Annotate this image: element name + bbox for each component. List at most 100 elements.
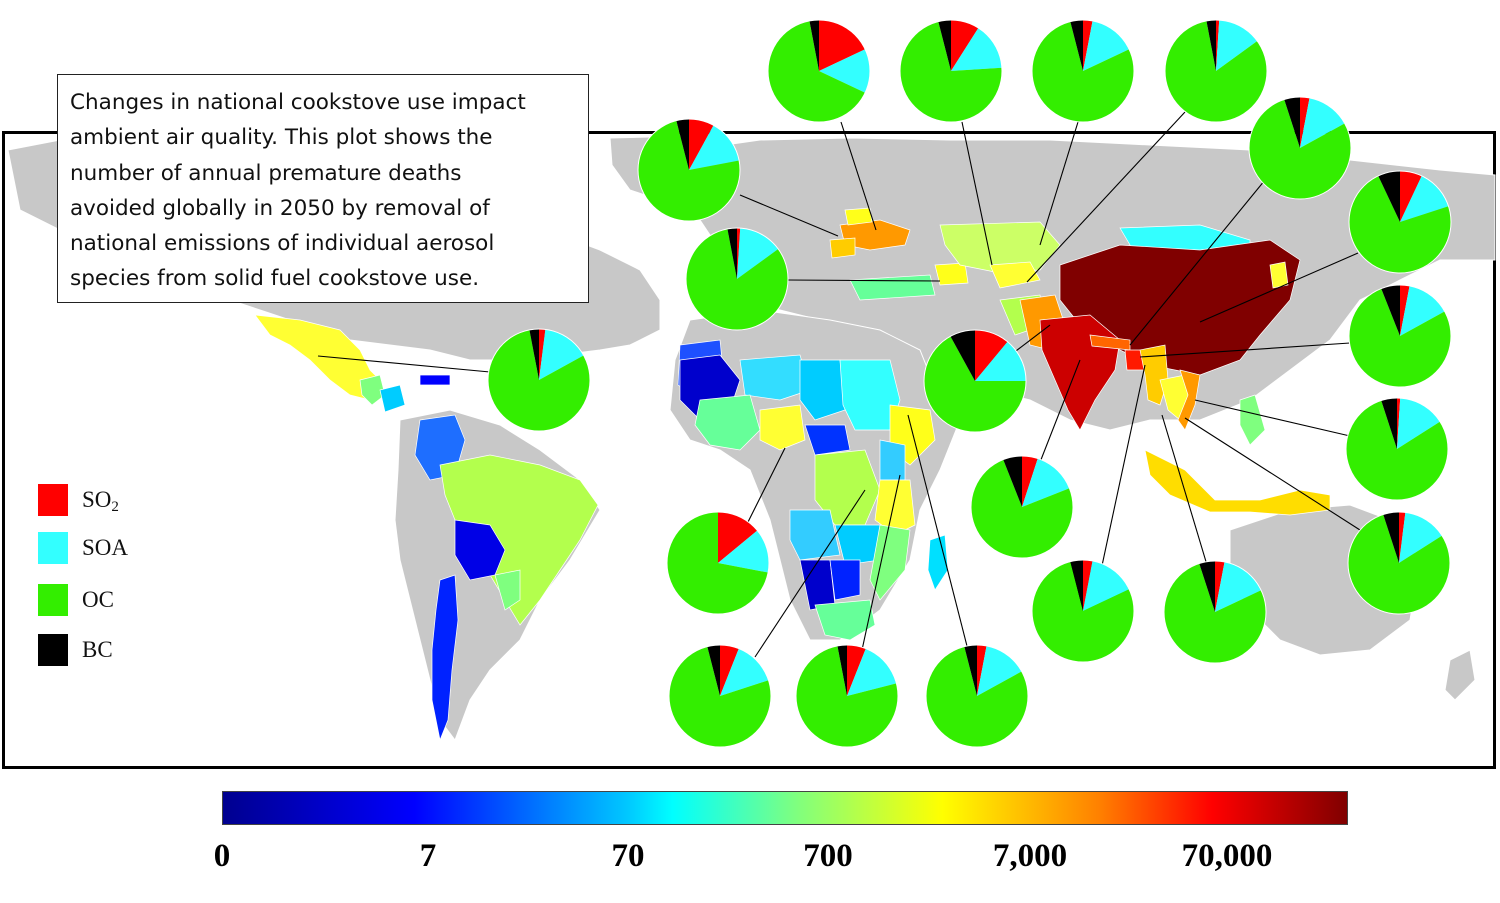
pie-outline	[1347, 511, 1451, 615]
pie-outline	[970, 455, 1074, 559]
pie-slice-oc	[1164, 563, 1266, 663]
caption-line: number of annual premature deaths	[70, 160, 462, 186]
pie-slice-so2	[1300, 97, 1310, 148]
pie-slice-so2	[819, 20, 866, 71]
pie-slice-oc	[1249, 99, 1352, 199]
country-car	[804, 424, 851, 456]
colorbar-tick-label: 70	[611, 838, 645, 874]
pie-charts	[487, 19, 1452, 748]
colorbar-tick-label: 7,000	[992, 838, 1068, 874]
pie-slice-bc	[1381, 398, 1397, 449]
pie-kazakhstan	[899, 19, 1003, 123]
pie-slice-bc	[727, 228, 737, 279]
legend-label-oc: OC	[82, 587, 114, 612]
pie-slice-oc	[686, 228, 788, 330]
legend-swatch-soa	[38, 532, 68, 564]
pie-outline	[923, 329, 1027, 433]
pie-slice-so2	[1397, 398, 1401, 449]
pie-outline	[925, 644, 1029, 748]
country-haiti	[419, 374, 451, 386]
pie-myanmar	[1031, 559, 1135, 663]
country-botswana	[829, 559, 861, 601]
country-caucasus	[934, 262, 969, 286]
country-guatemala	[359, 374, 386, 406]
pie-slice-bc	[809, 20, 819, 71]
pie-slice-so2	[977, 645, 987, 696]
pie-slice-soa	[847, 648, 897, 696]
legend-item-soa: SOA	[38, 532, 198, 566]
legend-item-oc: OC	[38, 584, 198, 618]
country-west-africa	[694, 394, 761, 451]
pie-ukraine	[637, 118, 741, 222]
pie-outline	[666, 511, 770, 615]
legend-label-bc: BC	[82, 637, 113, 662]
pie-slice-so2	[539, 329, 546, 380]
caption-line: avoided globally in 2050 by removal of	[70, 195, 490, 221]
caption-line: species from solid fuel cookstove use.	[70, 266, 480, 292]
pie-indonesia	[1163, 560, 1267, 664]
caption-box: Changes in national cookstove use impact…	[57, 74, 589, 303]
country-romania	[829, 237, 856, 259]
pie-slice-soa	[737, 228, 779, 279]
pie-slice-bc	[707, 645, 720, 696]
pie-ethiopia	[925, 644, 1029, 748]
pie-slice-bc	[1381, 285, 1400, 336]
legend-swatch-so2	[38, 484, 68, 516]
legend-swatch-bc	[38, 634, 68, 666]
pie-slice-soa	[718, 530, 769, 573]
country-indonesia	[1144, 449, 1331, 516]
country-paraguay	[494, 569, 521, 611]
pie-outline	[668, 644, 772, 748]
pie-slice-so2	[737, 228, 741, 279]
pie-outline	[1348, 170, 1452, 274]
colorbar-tick-label: 700	[803, 838, 853, 874]
pie-slice-oc	[768, 20, 866, 122]
pie-slice-oc	[1032, 561, 1135, 663]
pie-slice-so2	[1083, 20, 1093, 71]
country-honduras	[379, 384, 406, 413]
country-fills	[254, 207, 1331, 742]
pie-slice-oc	[1346, 400, 1448, 501]
pie-slice-oc	[1349, 175, 1451, 274]
pie-slice-oc	[796, 645, 898, 747]
pie-slice-oc	[669, 646, 772, 747]
pie-slice-bc	[529, 329, 539, 380]
pie-outline	[1248, 96, 1352, 200]
country-south-africa	[814, 599, 876, 641]
leader-lines	[317, 111, 1361, 658]
country-mozambique	[869, 524, 911, 601]
pie-outline	[487, 328, 591, 432]
pie-slice-so2	[720, 645, 739, 696]
pie-slice-so2	[1216, 20, 1220, 71]
pie-slice-soa	[1400, 175, 1449, 222]
pie-slice-soa	[1215, 561, 1262, 612]
pie-slice-oc	[1032, 21, 1135, 122]
country-chad	[799, 359, 846, 421]
pie-slice-oc	[900, 21, 1002, 123]
pie-slice-bc	[1206, 20, 1216, 71]
legend-item-so2: SO2	[38, 484, 198, 518]
pie-slice-so2	[689, 119, 714, 170]
pie-slice-so2	[975, 330, 1008, 381]
country-chile	[431, 574, 459, 742]
pie-slice-so2	[1083, 560, 1093, 611]
pie-slice-bc	[1199, 561, 1215, 612]
pie-slice-soa	[689, 125, 740, 170]
pie-slice-bc	[837, 645, 847, 696]
pie-slice-oc	[638, 120, 741, 221]
country-belarus	[844, 207, 873, 226]
pie-nepal	[1248, 96, 1352, 200]
pie-outline	[1031, 559, 1135, 663]
colorbar-tick-label: 70,000	[1181, 838, 1273, 874]
pie-slice-oc	[667, 512, 769, 615]
pie-slice-soa	[1216, 20, 1258, 71]
pie-slice-soa	[1400, 285, 1445, 336]
pie-slice-so2	[1400, 285, 1410, 336]
new-zealand	[1444, 649, 1476, 701]
pie-mexico	[487, 328, 591, 432]
pie-outline	[1163, 560, 1267, 664]
pie-slice-bc	[1070, 20, 1083, 71]
legend-label-so2: SO2	[82, 487, 119, 515]
pie-nigeria	[666, 511, 770, 615]
pie-slice-soa	[975, 341, 1026, 381]
